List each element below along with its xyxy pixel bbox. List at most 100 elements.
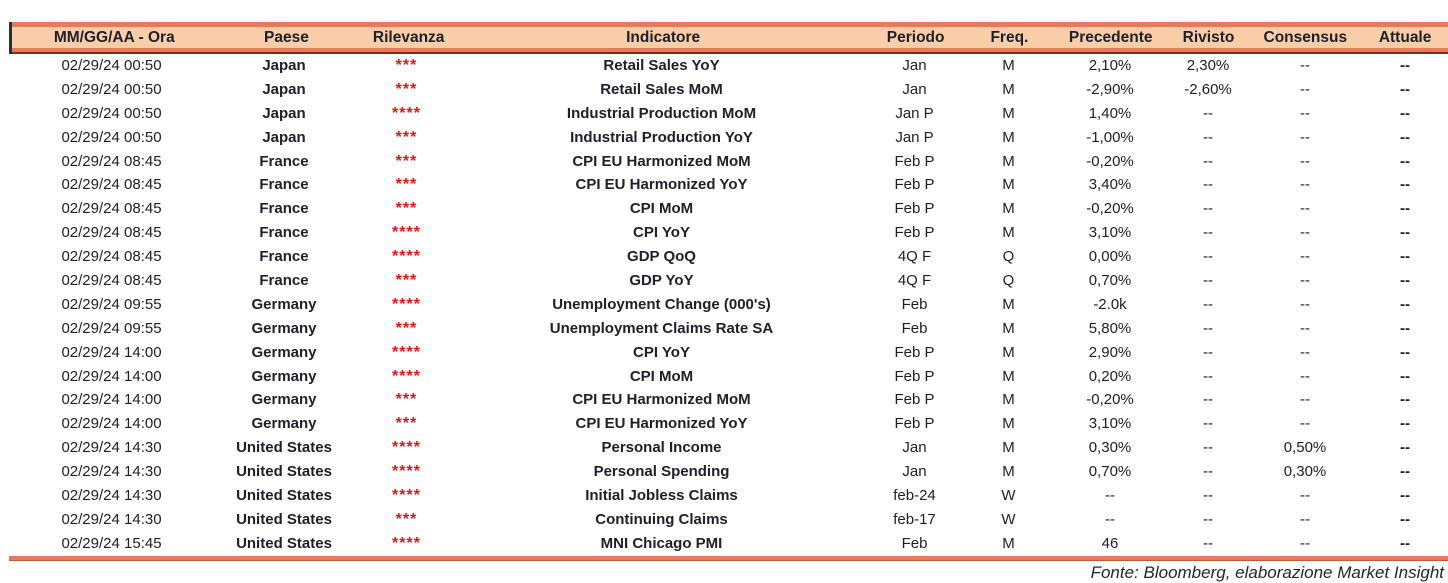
table-top-border bbox=[12, 22, 1448, 27]
cell-country: United States bbox=[236, 534, 332, 552]
cell-freq: M bbox=[1002, 367, 1015, 385]
cell-indicator: CPI MoM bbox=[629, 367, 694, 385]
cell-previous: 2,10% bbox=[1088, 57, 1132, 74]
cell-previous: 5,80% bbox=[1088, 319, 1132, 337]
cell-previous: 1,40% bbox=[1088, 104, 1132, 122]
column-header-freq: Freq. bbox=[990, 29, 1029, 46]
cell-period: Feb bbox=[901, 319, 928, 337]
cell-freq: W bbox=[1001, 487, 1016, 505]
cell-country: Japan bbox=[262, 57, 306, 74]
cell-freq: Q bbox=[1002, 248, 1015, 266]
cell-indicator: CPI EU Harmonized YoY bbox=[575, 176, 748, 194]
cell-relevance: *** bbox=[395, 200, 418, 218]
cell-country: Germany bbox=[251, 415, 317, 433]
cell-period: Feb P bbox=[894, 152, 935, 170]
cell-relevance: *** bbox=[395, 128, 418, 146]
cell-freq: M bbox=[1002, 534, 1015, 552]
table-row: 02/29/24 09:55 Germany *** Unemployment Cla… bbox=[9, 317, 1448, 341]
cell-relevance: *** bbox=[395, 319, 418, 337]
column-header-relevance: Rilevanza bbox=[372, 29, 445, 46]
cell-indicator: CPI MoM bbox=[629, 200, 694, 218]
cell-revised: -- bbox=[1203, 176, 1213, 194]
cell-actual: -- bbox=[1400, 487, 1410, 505]
cell-freq: W bbox=[1001, 510, 1016, 528]
cell-period: Jan P bbox=[895, 128, 934, 146]
cell-relevance: **** bbox=[392, 224, 421, 242]
cell-revised: -- bbox=[1203, 391, 1213, 409]
cell-freq: M bbox=[1002, 224, 1015, 242]
cell-period: feb-24 bbox=[893, 487, 936, 505]
cell-period: Jan bbox=[902, 463, 927, 481]
source-note: Fonte: Bloomberg, elaborazione Market In… bbox=[1090, 563, 1444, 582]
cell-indicator: CPI EU Harmonized MoM bbox=[572, 391, 751, 409]
cell-actual: -- bbox=[1400, 104, 1410, 122]
economic-calendar-table: MM/GG/AA - Ora Paese Rilevanza Indicatore Pe… bbox=[9, 22, 1448, 561]
cell-actual: -- bbox=[1400, 224, 1410, 242]
cell-country: Germany bbox=[251, 367, 317, 385]
cell-freq: M bbox=[1002, 152, 1015, 170]
table-row: 02/29/24 14:00 Germany **** CPI YoY Feb P M 2,… bbox=[9, 341, 1448, 365]
cell-actual: -- bbox=[1400, 319, 1410, 337]
table-row: 02/29/24 09:55 Germany **** Unemployment Ch… bbox=[9, 293, 1448, 317]
cell-consensus: -- bbox=[1300, 152, 1310, 170]
cell-freq: M bbox=[1002, 104, 1015, 122]
cell-previous: -2.0k bbox=[1093, 295, 1127, 313]
cell-revised: 2,30% bbox=[1186, 57, 1230, 74]
cell-actual: -- bbox=[1400, 248, 1410, 266]
cell-actual: -- bbox=[1400, 510, 1410, 528]
table-row: 02/29/24 15:45 United States **** MNI Chica… bbox=[9, 532, 1448, 556]
column-header-revised: Rivisto bbox=[1182, 29, 1235, 46]
cell-datetime: 02/29/24 00:50 bbox=[61, 128, 162, 146]
cell-consensus: -- bbox=[1300, 367, 1310, 385]
cell-period: Jan bbox=[902, 80, 927, 98]
cell-indicator: GDP QoQ bbox=[627, 248, 696, 266]
cell-relevance: *** bbox=[395, 510, 418, 528]
cell-previous: -0,20% bbox=[1086, 200, 1134, 218]
cell-indicator: Initial Jobless Claims bbox=[585, 487, 738, 505]
cell-datetime: 02/29/24 00:50 bbox=[61, 104, 162, 122]
table-row: 02/29/24 14:00 Germany *** CPI EU Harmonize… bbox=[9, 412, 1448, 436]
cell-relevance: *** bbox=[395, 80, 418, 98]
column-header-consensus: Consensus bbox=[1263, 29, 1348, 46]
cell-consensus: -- bbox=[1300, 176, 1310, 194]
cell-previous: 46 bbox=[1101, 534, 1119, 552]
cell-country: Japan bbox=[262, 80, 306, 98]
cell-actual: -- bbox=[1400, 128, 1410, 146]
cell-country: Japan bbox=[262, 104, 306, 122]
cell-consensus: -- bbox=[1300, 248, 1310, 266]
cell-datetime: 02/29/24 14:00 bbox=[61, 391, 162, 409]
cell-country: Germany bbox=[251, 295, 317, 313]
cell-indicator: Unemployment Claims Rate SA bbox=[549, 319, 774, 337]
cell-indicator: Retail Sales YoY bbox=[603, 57, 720, 74]
cell-country: France bbox=[259, 176, 309, 194]
cell-revised: -- bbox=[1203, 248, 1213, 266]
cell-period: Feb bbox=[901, 295, 928, 313]
table-row: 02/29/24 08:45 France **** GDP QoQ 4Q F Q 0,00… bbox=[9, 245, 1448, 269]
cell-consensus: -- bbox=[1300, 104, 1310, 122]
cell-country: Germany bbox=[251, 391, 317, 409]
cell-previous: 0,00% bbox=[1088, 248, 1132, 266]
cell-indicator: CPI YoY bbox=[633, 224, 690, 242]
cell-period: feb-17 bbox=[893, 510, 936, 528]
cell-country: Germany bbox=[251, 319, 317, 337]
cell-previous: 0,20% bbox=[1088, 367, 1132, 385]
table-body: 02/29/24 00:50 Japan *** Retail Sales YoY Ja… bbox=[9, 54, 1448, 556]
cell-previous: 3,40% bbox=[1088, 176, 1132, 194]
cell-revised: -- bbox=[1203, 343, 1213, 361]
cell-actual: -- bbox=[1400, 80, 1410, 98]
cell-relevance: **** bbox=[392, 534, 421, 552]
cell-freq: M bbox=[1002, 80, 1015, 98]
cell-consensus: -- bbox=[1300, 128, 1310, 146]
cell-indicator: GDP YoY bbox=[629, 272, 694, 290]
column-header-previous: Precedente bbox=[1068, 29, 1153, 46]
cell-revised: -- bbox=[1203, 152, 1213, 170]
cell-consensus: -- bbox=[1300, 80, 1310, 98]
table-row: 02/29/24 08:45 France **** CPI YoY Feb P M 3,1… bbox=[9, 221, 1448, 245]
table-row: 02/29/24 08:45 France *** CPI MoM Feb P M -0,2… bbox=[9, 197, 1448, 221]
cell-datetime: 02/29/24 14:30 bbox=[61, 439, 162, 457]
cell-datetime: 02/29/24 08:45 bbox=[61, 176, 162, 194]
cell-datetime: 02/29/24 14:30 bbox=[61, 487, 162, 505]
cell-actual: -- bbox=[1400, 415, 1410, 433]
cell-period: Feb bbox=[901, 534, 928, 552]
cell-actual: -- bbox=[1400, 176, 1410, 194]
